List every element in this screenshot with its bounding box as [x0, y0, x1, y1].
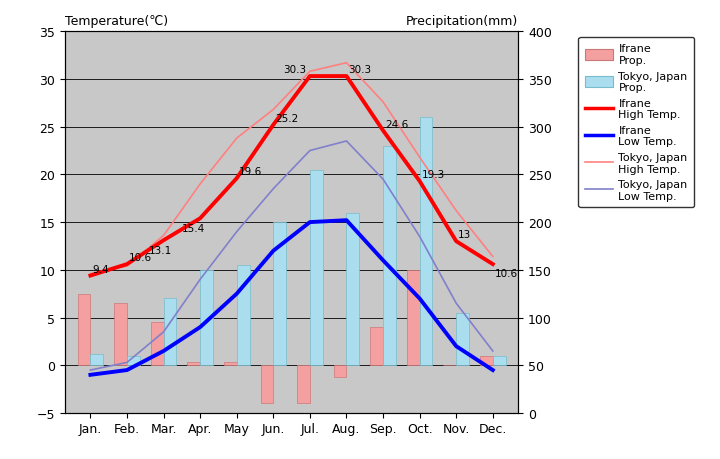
- Bar: [187, 363, 200, 365]
- Text: 19.6: 19.6: [238, 167, 262, 177]
- Bar: [150, 323, 163, 365]
- Text: 15.4: 15.4: [182, 223, 205, 233]
- Text: 10.6: 10.6: [129, 252, 152, 263]
- Bar: [407, 270, 420, 365]
- Text: 19.3: 19.3: [421, 170, 445, 180]
- Text: Temperature(℃): Temperature(℃): [65, 15, 168, 28]
- Legend: Ifrane
Prop., Tokyo, Japan
Prop., Ifrane
High Temp., Ifrane
Low Temp., Tokyo, Ja: Ifrane Prop., Tokyo, Japan Prop., Ifrane…: [578, 38, 694, 208]
- Bar: [261, 365, 274, 403]
- Bar: [480, 356, 492, 365]
- Bar: [163, 299, 176, 365]
- Text: 10.6: 10.6: [495, 269, 518, 279]
- Bar: [78, 294, 91, 365]
- Bar: [333, 365, 346, 377]
- Bar: [346, 213, 359, 365]
- Bar: [224, 363, 237, 365]
- Text: 13: 13: [458, 230, 472, 240]
- Bar: [456, 313, 469, 365]
- Bar: [297, 365, 310, 403]
- Bar: [420, 118, 433, 365]
- Text: Precipitation(mm): Precipitation(mm): [406, 15, 518, 28]
- Bar: [127, 356, 140, 365]
- Bar: [91, 354, 103, 365]
- Bar: [310, 170, 323, 365]
- Bar: [383, 146, 396, 365]
- Bar: [370, 327, 383, 365]
- Text: 24.6: 24.6: [385, 119, 408, 129]
- Bar: [114, 303, 127, 365]
- Text: 30.3: 30.3: [283, 65, 306, 75]
- Bar: [274, 223, 286, 365]
- Text: 13.1: 13.1: [149, 245, 172, 255]
- Text: 30.3: 30.3: [348, 65, 372, 75]
- Bar: [237, 265, 250, 365]
- Bar: [492, 356, 505, 365]
- Text: 9.4: 9.4: [92, 264, 109, 274]
- Bar: [200, 270, 213, 365]
- Text: 25.2: 25.2: [275, 113, 298, 123]
